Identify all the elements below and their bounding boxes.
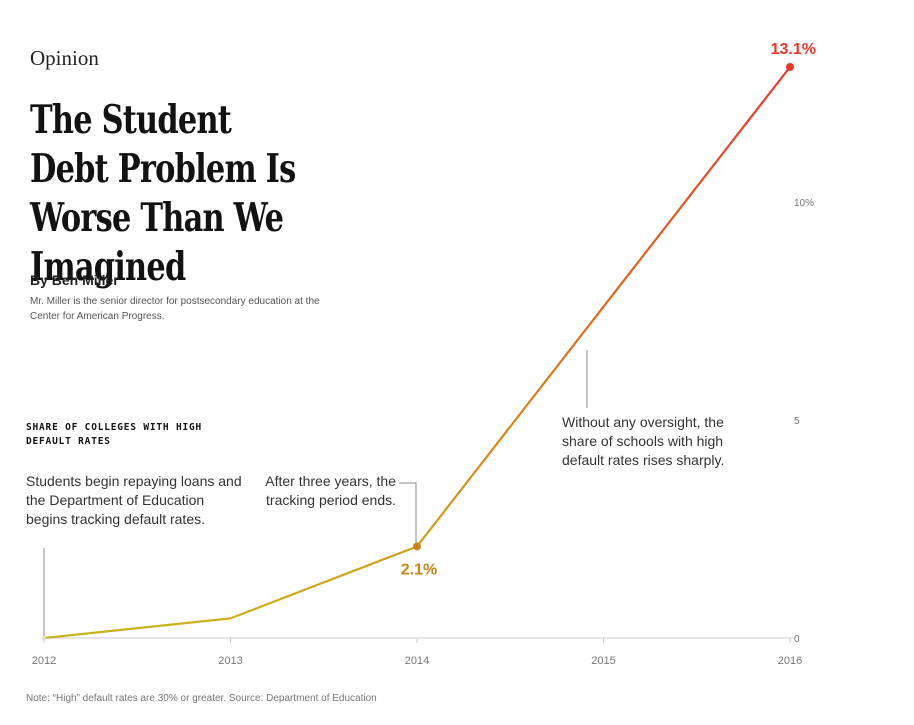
data-point-2014: [413, 542, 421, 551]
x-tick-label-2014: 2014: [405, 655, 429, 667]
byline: By Ben Miller: [30, 272, 119, 288]
chart-label: SHARE OF COLLEGES WITH HIGH DEFAULT RATE…: [26, 422, 203, 447]
page-title: The Student Debt Problem Is Worse Than W…: [30, 97, 296, 290]
data-label-2016: 13.1%: [771, 41, 816, 58]
author-bio: Mr. Miller is the senior director for po…: [30, 296, 320, 322]
annotation-oversight: Without any oversight, the share of scho…: [562, 414, 725, 468]
data-point-2012: [42, 636, 46, 640]
section-kicker: Opinion: [30, 46, 99, 70]
x-tick-label-2015: 2015: [591, 655, 615, 667]
y-tick-label-10: 10%: [794, 198, 814, 209]
y-tick-label-0: 0: [794, 634, 800, 645]
x-tick-label-2012: 2012: [32, 655, 56, 667]
x-tick-label-2016: 2016: [778, 655, 802, 667]
leader-tracking-end: [399, 482, 417, 543]
x-tick-label-2013: 2013: [218, 655, 242, 667]
y-tick-label-5: 5: [794, 416, 800, 427]
annotation-start: Students begin repaying loans and the De…: [26, 473, 242, 527]
annotation-tracking-end: After three years, the tracking period e…: [265, 473, 396, 508]
data-point-2016: [786, 63, 794, 71]
footnote: Note: “High” default rates are 30% or gr…: [26, 693, 377, 704]
data-label-2014: 2.1%: [401, 561, 437, 578]
